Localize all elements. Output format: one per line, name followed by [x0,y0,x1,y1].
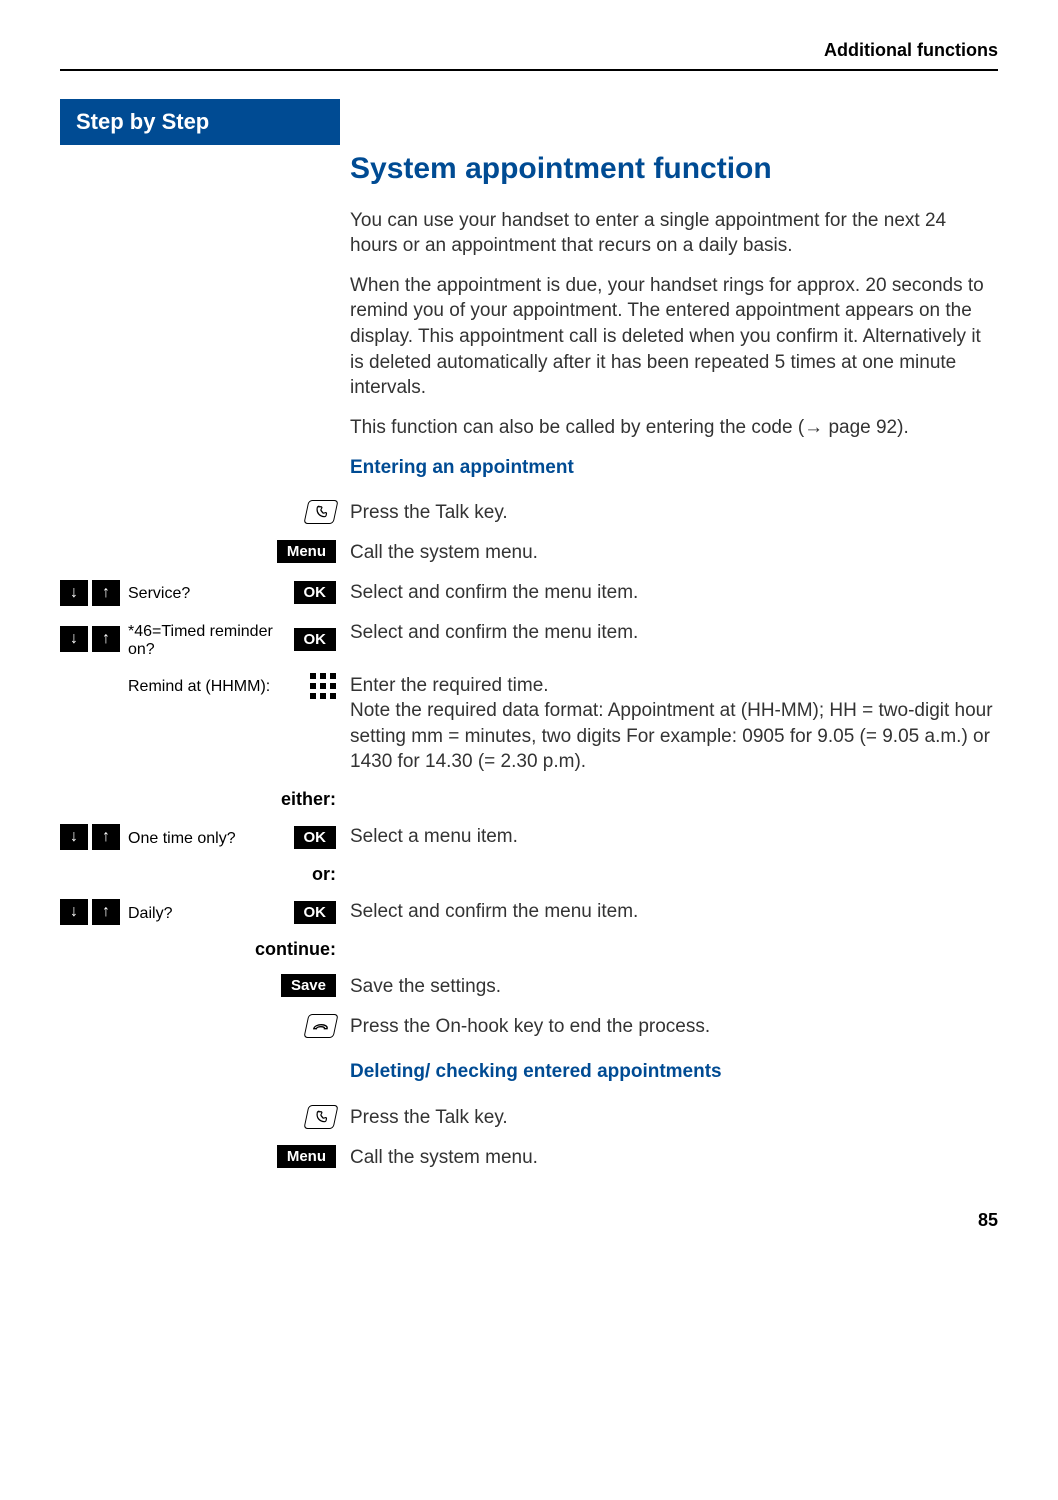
call-menu-desc-2: Call the system menu. [350,1145,998,1171]
intro-para-2: When the appointment is due, your handse… [350,273,998,401]
remind-desc: Enter the required time. Note the requir… [350,673,998,776]
step-banner: Step by Step [60,99,340,145]
or-label: or: [60,864,336,885]
talk-key-icon [303,1105,338,1129]
save-desc: Save the settings. [350,974,998,1000]
up-arrow-icon[interactable]: ↑ [92,899,120,925]
down-arrow-icon[interactable]: ↓ [60,899,88,925]
menu-item-daily: Daily? [128,902,286,923]
onhook-key-icon [303,1014,338,1038]
nav-arrows[interactable]: ↓ ↑ [60,899,120,925]
either-label: either: [60,789,336,810]
down-arrow-icon[interactable]: ↓ [60,580,88,606]
keypad-icon [310,673,336,699]
talk-key-icon [303,500,338,524]
nav-arrows[interactable]: ↓ ↑ [60,824,120,850]
ok-button[interactable]: OK [294,581,337,604]
onhook-desc: Press the On-hook key to end the process… [350,1014,998,1040]
page-number: 85 [60,1210,998,1231]
daily-desc: Select and confirm the menu item. [350,899,998,925]
talk-key-desc: Press the Talk key. [350,500,998,526]
intro-para-1: You can use your handset to enter a sing… [350,208,998,259]
service-desc: Select and confirm the menu item. [350,580,998,606]
menu-item-onetime: One time only? [128,827,286,848]
nav-arrows[interactable]: ↓ ↑ [60,626,120,652]
remind-label: Remind at (HHMM): [128,675,302,696]
onetime-desc: Select a menu item. [350,824,998,850]
up-arrow-icon[interactable]: ↑ [92,626,120,652]
continue-label: continue: [60,939,336,960]
ok-button[interactable]: OK [294,628,337,651]
save-button[interactable]: Save [281,974,336,997]
timed-desc: Select and confirm the menu item. [350,620,998,646]
menu-button[interactable]: Menu [277,1145,336,1168]
menu-item-service: Service? [128,582,286,603]
menu-button[interactable]: Menu [277,540,336,563]
ok-button[interactable]: OK [294,826,337,849]
ok-button[interactable]: OK [294,901,337,924]
nav-arrows[interactable]: ↓ ↑ [60,580,120,606]
menu-item-timed: *46=Timed reminder on? [128,620,286,659]
page-title: System appointment function [350,149,998,190]
down-arrow-icon[interactable]: ↓ [60,626,88,652]
up-arrow-icon[interactable]: ↑ [92,824,120,850]
intro-para-3: This function can also be called by ente… [350,415,998,441]
call-menu-desc: Call the system menu. [350,540,998,566]
up-arrow-icon[interactable]: ↑ [92,580,120,606]
talk-key-desc-2: Press the Talk key. [350,1105,998,1131]
section-header: Additional functions [60,40,998,71]
subheading-delete: Deleting/ checking entered appointments [350,1059,998,1085]
subheading-enter: Entering an appointment [350,455,998,481]
down-arrow-icon[interactable]: ↓ [60,824,88,850]
